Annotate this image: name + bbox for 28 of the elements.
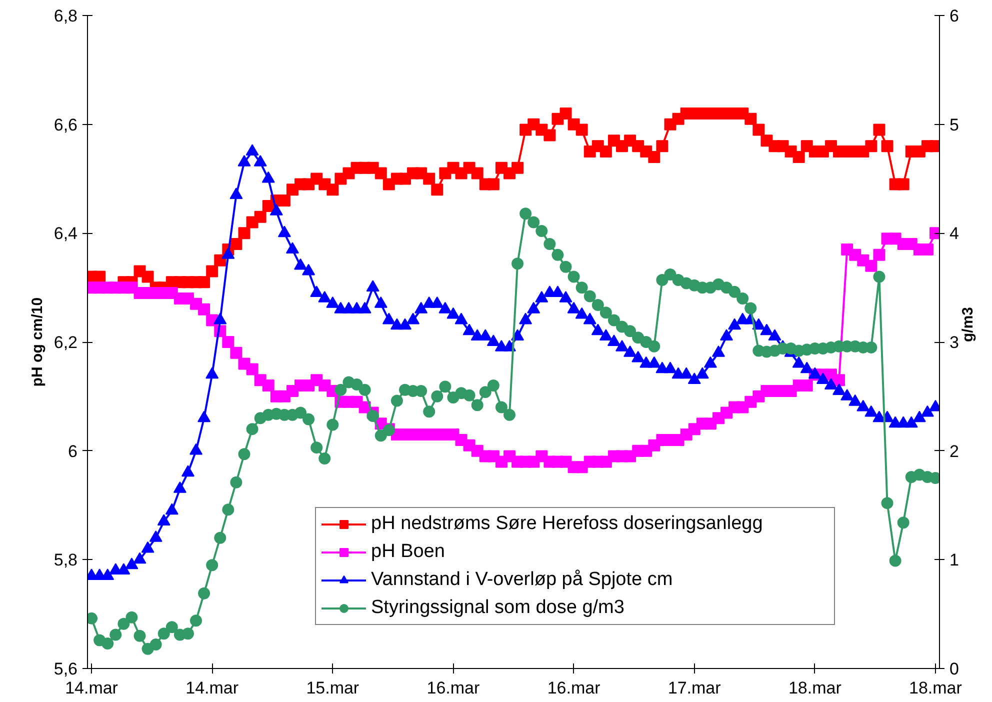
y2-tick-label: 2 [950, 442, 959, 461]
y2-tick-label: 0 [950, 660, 959, 678]
y-axis-title: pH og cm/10 [28, 297, 46, 387]
y2-tick-label: 5 [950, 115, 959, 134]
x-tick-label: 14.mar [65, 678, 118, 698]
y-tick-label: 6,6 [54, 115, 78, 134]
y2-tick-label: 3 [950, 333, 959, 352]
y2-axis-title: g/m3 [959, 306, 976, 342]
legend-label: pH nedstrøms Søre Herefoss doseringsanlegg [371, 513, 764, 535]
legend-label: pH Boen [371, 541, 446, 563]
x-tick-label: 16.mar [547, 678, 601, 698]
x-tick-label: 14.mar [186, 678, 239, 698]
x-tick-label: 16.mar [426, 678, 480, 698]
y-tick-label: 6,2 [54, 333, 78, 352]
y-tick-label: 6,8 [54, 6, 78, 26]
y2-tick-label: 1 [950, 550, 959, 570]
x-tick-label: 17.mar [668, 678, 722, 698]
y2-tick-label: 4 [950, 224, 959, 244]
y-tick-label: 6 [68, 442, 78, 461]
y2-tick-label: 6 [950, 6, 959, 26]
y-tick-label: 5,6 [54, 660, 78, 678]
x-tick-label: 18.mar [909, 678, 962, 698]
x-tick-label: 15.mar [306, 678, 360, 698]
legend-label: Styringssignal som dose g/m3 [371, 597, 626, 619]
y-tick-label: 5,8 [54, 550, 78, 570]
legend-label: Vannstand i V-overløp på Spjote cm [371, 569, 674, 591]
x-tick-label: 18.mar [788, 678, 842, 698]
y-tick-label: 6,4 [54, 224, 78, 244]
